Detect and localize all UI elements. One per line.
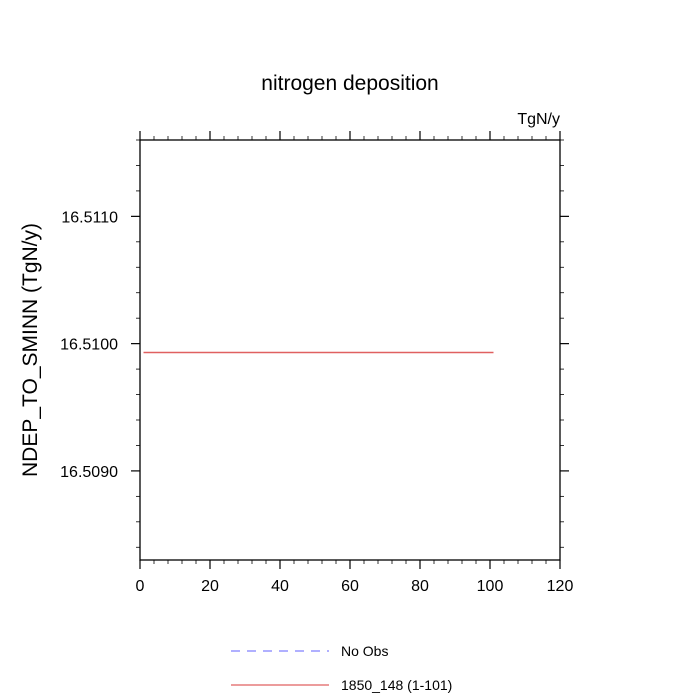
y-tick-label: 16.5110 <box>61 209 118 226</box>
y-tick-label: 16.5100 <box>60 337 118 354</box>
plot-frame <box>139 139 561 561</box>
legend: No Obs 1850_148 (1-101) <box>231 643 452 693</box>
chart-title: nitrogen deposition <box>261 72 438 95</box>
x-tick-label: 60 <box>341 578 359 595</box>
x-tick-label: 80 <box>411 578 429 595</box>
x-tick-label: 0 <box>136 578 145 595</box>
y-axis-label: NDEP_TO_SMINN (TgN/y) <box>19 223 42 477</box>
legend-label-0: No Obs <box>341 643 388 659</box>
plot-area: 0 20 40 60 80 100 120 16.5090 16.5100 16.5110 <box>60 131 573 595</box>
x-tick-label: 20 <box>201 578 219 595</box>
legend-label-1: 1850_148 (1-101) <box>341 677 452 693</box>
x-tick-label: 120 <box>547 578 574 595</box>
x-tick-label: 40 <box>271 578 289 595</box>
x-tick-label: 100 <box>477 578 504 595</box>
units-label: TgN/y <box>517 111 560 128</box>
y-tick-label: 16.5090 <box>60 464 118 481</box>
